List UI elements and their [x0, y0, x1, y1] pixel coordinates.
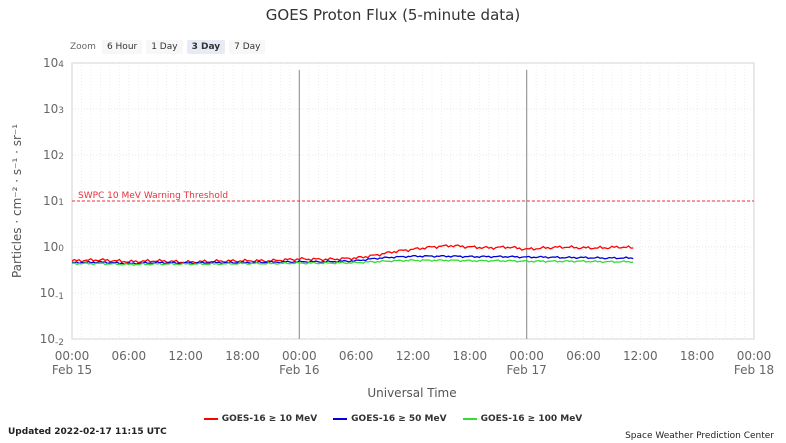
legend-item-10mev[interactable]: GOES-16 ≥ 10 MeV: [203, 414, 318, 424]
x-tick-time: 06:00: [339, 349, 374, 363]
x-tick-time: 18:00: [225, 349, 260, 363]
y-tick-label: 10-1: [40, 286, 64, 302]
y-tick-label: 102: [43, 148, 64, 162]
x-tick-time: 18:00: [680, 349, 715, 363]
y-tick-label: 101: [43, 194, 64, 208]
y-tick-label: 100: [43, 240, 64, 254]
x-tick-date: Feb 18: [734, 363, 774, 377]
y-axis-label: Particles · cm⁻² · s⁻¹ · sr⁻¹: [10, 124, 24, 278]
warning-threshold: SWPC 10 MeV Warning Threshold: [72, 191, 754, 202]
legend-swatch-50mev: [333, 418, 348, 420]
x-tick-time: 00:00: [509, 349, 544, 363]
y-tick-label: 104: [43, 56, 64, 70]
legend-item-100mev[interactable]: GOES-16 ≥ 100 MeV: [462, 414, 583, 424]
x-tick-time: 00:00: [55, 349, 90, 363]
zoom-7-day-button[interactable]: 7 Day: [229, 40, 266, 54]
x-tick-time: 12:00: [623, 349, 658, 363]
legend-label-100mev: GOES-16 ≥ 100 MeV: [480, 414, 583, 424]
x-axis-label: Universal Time: [367, 386, 456, 400]
y-axis-tick-labels: 104 103 102 101 100 10-1 10-2: [40, 56, 65, 348]
x-tick-date: Feb 16: [279, 363, 319, 377]
legend-label-10mev: GOES-16 ≥ 10 MeV: [221, 414, 318, 424]
x-tick-time: 12:00: [396, 349, 431, 363]
updated-timestamp: Updated 2022-02-17 11:15 UTC: [8, 427, 167, 437]
x-tick-time: 00:00: [737, 349, 772, 363]
zoom-selector: Zoom 6 Hour 1 Day 3 Day 7 Day: [70, 40, 266, 54]
x-tick-date: Feb 15: [52, 363, 92, 377]
legend-swatch-100mev: [462, 418, 477, 420]
zoom-6-hour-button[interactable]: 6 Hour: [101, 40, 143, 54]
x-tick-time: 00:00: [282, 349, 317, 363]
x-tick-time: 06:00: [566, 349, 601, 363]
zoom-3-day-button[interactable]: 3 Day: [186, 40, 226, 54]
series-line-2: [71, 258, 634, 266]
y-tick-label: 103: [43, 102, 64, 116]
legend-label-50mev: GOES-16 ≥ 50 MeV: [351, 414, 447, 424]
series-line-0: [71, 244, 634, 264]
y-tick-label: 10-2: [40, 332, 64, 348]
day-boundary-lines: [298, 70, 528, 339]
credit-label: Space Weather Prediction Center: [625, 431, 774, 441]
zoom-label: Zoom: [70, 42, 96, 52]
x-tick-time: 12:00: [168, 349, 203, 363]
x-tick-date: Feb 17: [506, 363, 546, 377]
series-lines: [71, 244, 634, 266]
series-line-1: [71, 254, 634, 265]
chart-title: GOES Proton Flux (5-minute data): [266, 6, 520, 24]
chart-legend: GOES-16 ≥ 10 MeV GOES-16 ≥ 50 MeV GOES-1…: [0, 414, 786, 424]
x-tick-time: 06:00: [112, 349, 147, 363]
threshold-label: SWPC 10 MeV Warning Threshold: [78, 191, 228, 201]
x-tick-time: 18:00: [453, 349, 488, 363]
zoom-1-day-button[interactable]: 1 Day: [146, 40, 183, 54]
legend-item-50mev[interactable]: GOES-16 ≥ 50 MeV: [333, 414, 447, 424]
legend-swatch-10mev: [203, 418, 218, 420]
